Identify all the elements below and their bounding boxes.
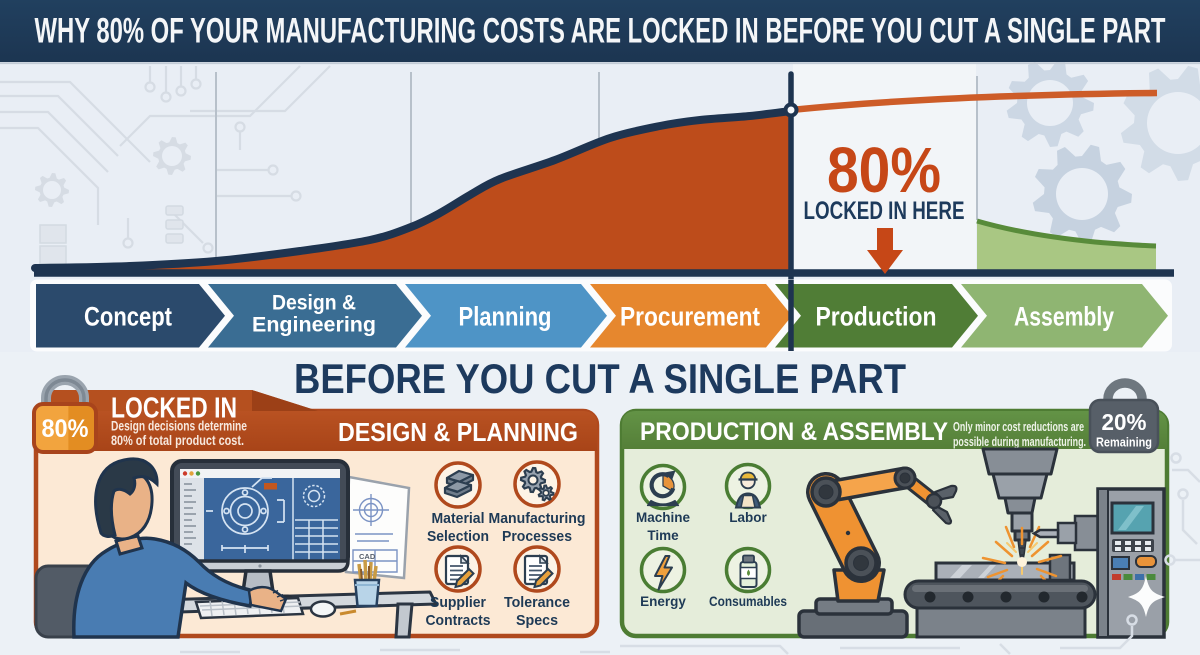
svg-text:Time: Time [647,528,679,543]
svg-text:Procurement: Procurement [620,302,760,332]
svg-text:BEFORE YOU CUT A SINGLE PART: BEFORE YOU CUT A SINGLE PART [294,355,906,402]
svg-text:Processes: Processes [502,528,572,545]
svg-text:Contracts: Contracts [426,612,491,629]
svg-text:Assembly: Assembly [1014,302,1114,332]
svg-text:Manufacturing: Manufacturing [489,510,586,527]
svg-text:Specs: Specs [516,612,558,629]
svg-text:Engineering: Engineering [252,313,376,337]
svg-text:Consumables: Consumables [709,594,787,609]
svg-text:WHY 80% OF YOUR MANUFACTURING: WHY 80% OF YOUR MANUFACTURING COSTS ARE … [35,12,1166,51]
svg-text:DESIGN & PLANNING: DESIGN & PLANNING [338,417,578,447]
svg-text:LOCKED IN HERE: LOCKED IN HERE [804,197,965,225]
svg-text:Supplier: Supplier [430,594,486,611]
svg-text:Production: Production [816,302,937,332]
svg-text:Machine: Machine [636,510,691,525]
svg-text:20%: 20% [1102,409,1147,435]
svg-text:LOCKED IN: LOCKED IN [111,393,237,425]
svg-text:Selection: Selection [427,528,489,545]
svg-text:Concept: Concept [84,302,172,332]
svg-text:80%: 80% [827,134,941,206]
svg-text:Labor: Labor [729,510,767,525]
svg-text:Remaining: Remaining [1096,436,1152,450]
svg-text:Design &: Design & [272,291,356,315]
svg-text:possible during manufacturing.: possible during manufacturing. [953,434,1086,449]
svg-text:80%: 80% [42,415,89,443]
svg-text:Tolerance: Tolerance [504,594,570,611]
svg-text:80% of total product cost.: 80% of total product cost. [111,433,244,448]
svg-text:Energy: Energy [640,594,686,609]
svg-text:Planning: Planning [459,302,552,332]
svg-text:Only minor cost reductions are: Only minor cost reductions are [953,419,1084,434]
svg-text:Design decisions determine: Design decisions determine [111,419,247,434]
svg-text:Material: Material [432,510,485,527]
svg-text:PRODUCTION & ASSEMBLY: PRODUCTION & ASSEMBLY [640,418,948,446]
svg-text:CAD: CAD [359,552,376,561]
